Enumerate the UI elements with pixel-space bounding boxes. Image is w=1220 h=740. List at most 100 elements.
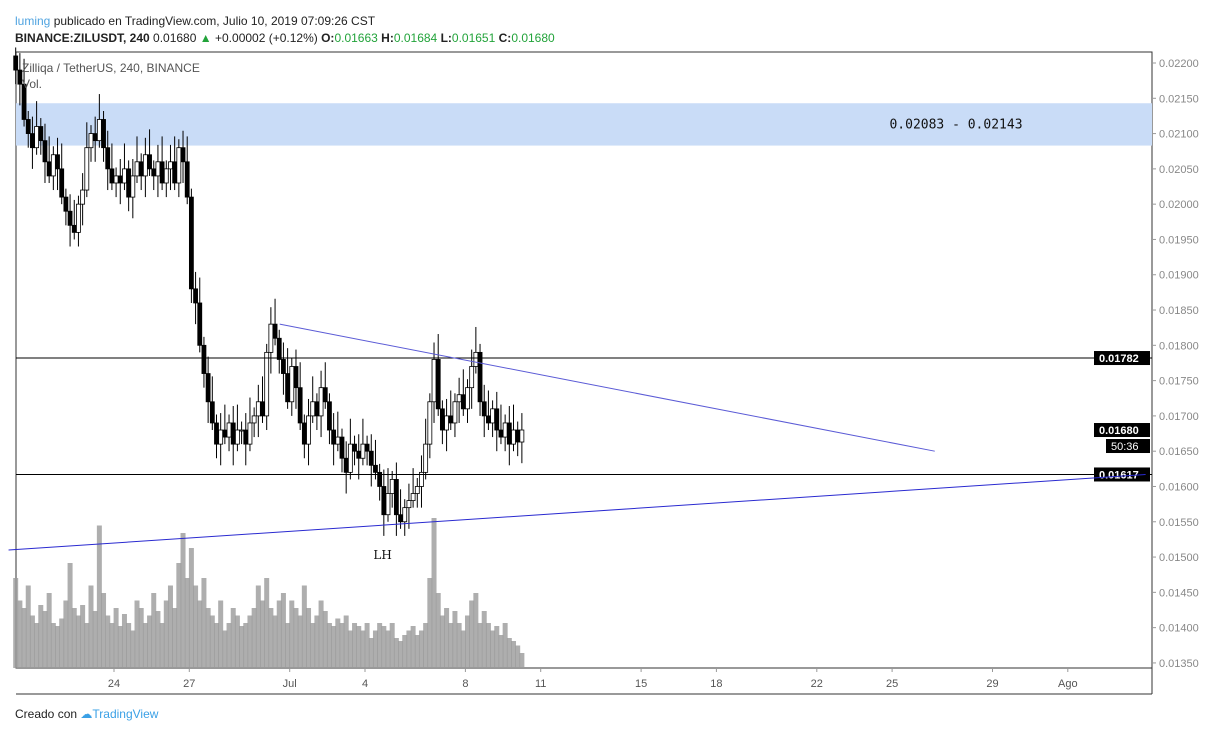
candle-body: [494, 408, 500, 431]
candle-body: [255, 401, 261, 417]
candle-body: [105, 147, 111, 170]
candle-body: [301, 422, 307, 445]
volume-bar: [452, 611, 458, 668]
volume-bar: [326, 623, 332, 668]
candle-body: [427, 401, 433, 445]
candle-body: [30, 133, 35, 149]
candle-body: [272, 323, 278, 339]
volume-bar: [205, 608, 211, 668]
candle-body: [17, 69, 23, 85]
tradingview-logo-icon: ☁: [80, 707, 93, 721]
candle-body: [293, 366, 299, 389]
candle-body: [163, 168, 169, 184]
volume-bar: [50, 623, 56, 668]
candle-body: [188, 196, 194, 290]
candle-body: [460, 394, 466, 410]
volume-bar: [113, 608, 119, 668]
volume-bar: [364, 623, 370, 668]
volume-bar: [485, 623, 491, 668]
volume-bar: [423, 623, 429, 668]
volume-bar: [188, 548, 194, 668]
candle-body: [101, 119, 106, 149]
candle-body: [59, 168, 65, 198]
volume-bar: [418, 630, 424, 668]
y-tick-label: 0.01650: [1159, 446, 1199, 458]
up-arrow-icon: ▲: [199, 31, 212, 45]
y-tick-label: 0.01550: [1159, 517, 1199, 529]
volume-bar: [96, 525, 102, 668]
candle-body: [147, 154, 152, 170]
volume-bar: [84, 623, 90, 668]
candle-body: [235, 429, 240, 445]
volume-bar: [347, 630, 353, 668]
volume-bar: [276, 600, 282, 668]
last-price-tag: [1094, 423, 1150, 438]
candle-body: [134, 161, 140, 177]
candle-body: [406, 500, 412, 509]
candle-body: [331, 429, 337, 445]
candle-body: [289, 366, 295, 403]
candle-body: [285, 373, 291, 403]
candle-body: [113, 175, 119, 184]
volume-label: Vol.: [22, 77, 43, 91]
x-tick-label: 15: [635, 678, 647, 690]
candle-body: [151, 168, 157, 177]
x-tick-label: 8: [462, 678, 468, 690]
lh-annotation: LH: [373, 548, 391, 562]
volume-bar: [42, 611, 48, 668]
volume-bar: [439, 615, 445, 668]
candle-body: [410, 493, 416, 501]
y-tick-label: 0.01950: [1159, 234, 1199, 246]
volume-bar: [101, 593, 107, 668]
volume-bar: [17, 600, 23, 668]
volume-bar: [105, 615, 111, 668]
volume-bar: [343, 615, 349, 668]
countdown-tag: [1106, 439, 1150, 454]
volume-bar: [331, 626, 337, 668]
candle-body: [389, 479, 395, 494]
volume-bar: [444, 608, 450, 668]
candle-body: [431, 359, 437, 403]
candle-body: [377, 471, 383, 487]
volume-bar: [197, 600, 203, 668]
y-tick-label: 0.01800: [1159, 340, 1199, 352]
candle-body: [209, 401, 215, 424]
candle-body: [109, 168, 115, 184]
candle-body: [201, 344, 207, 374]
candle-body: [356, 450, 362, 459]
candle-body: [247, 422, 253, 445]
tradingview-link[interactable]: TradingView: [92, 707, 159, 721]
volume-bar: [427, 578, 433, 668]
candle-body: [142, 154, 148, 177]
y-tick-label: 0.01850: [1159, 305, 1199, 317]
volume-bar: [109, 623, 115, 668]
volume-bar: [515, 645, 521, 668]
candle-body: [343, 457, 349, 473]
volume-bar: [71, 608, 77, 668]
candle-body: [184, 161, 190, 198]
candle-body: [84, 147, 90, 191]
y-tick-label: 0.02150: [1159, 93, 1199, 105]
candle-body: [360, 443, 366, 459]
candle-body: [498, 429, 504, 438]
volume-bar: [368, 638, 374, 668]
candle-body: [168, 161, 173, 170]
candle-body: [251, 415, 257, 424]
zone-label: 0.02083 - 0.02143: [889, 117, 1022, 132]
last-price: 0.01680: [153, 31, 197, 45]
candle-body: [117, 175, 123, 184]
volume-bar: [180, 533, 186, 668]
volume-bar: [511, 641, 517, 668]
candle-body: [318, 387, 324, 417]
candle-body: [368, 450, 374, 466]
volume-bar: [506, 638, 512, 668]
volume-bar: [272, 615, 278, 668]
volume-bar: [75, 615, 81, 668]
volume-bar: [193, 585, 199, 668]
candle-body: [63, 196, 69, 212]
author-link[interactable]: luming: [15, 14, 51, 28]
volume-bar: [151, 593, 157, 668]
volume-bar: [310, 623, 316, 668]
candle-body: [130, 175, 136, 198]
